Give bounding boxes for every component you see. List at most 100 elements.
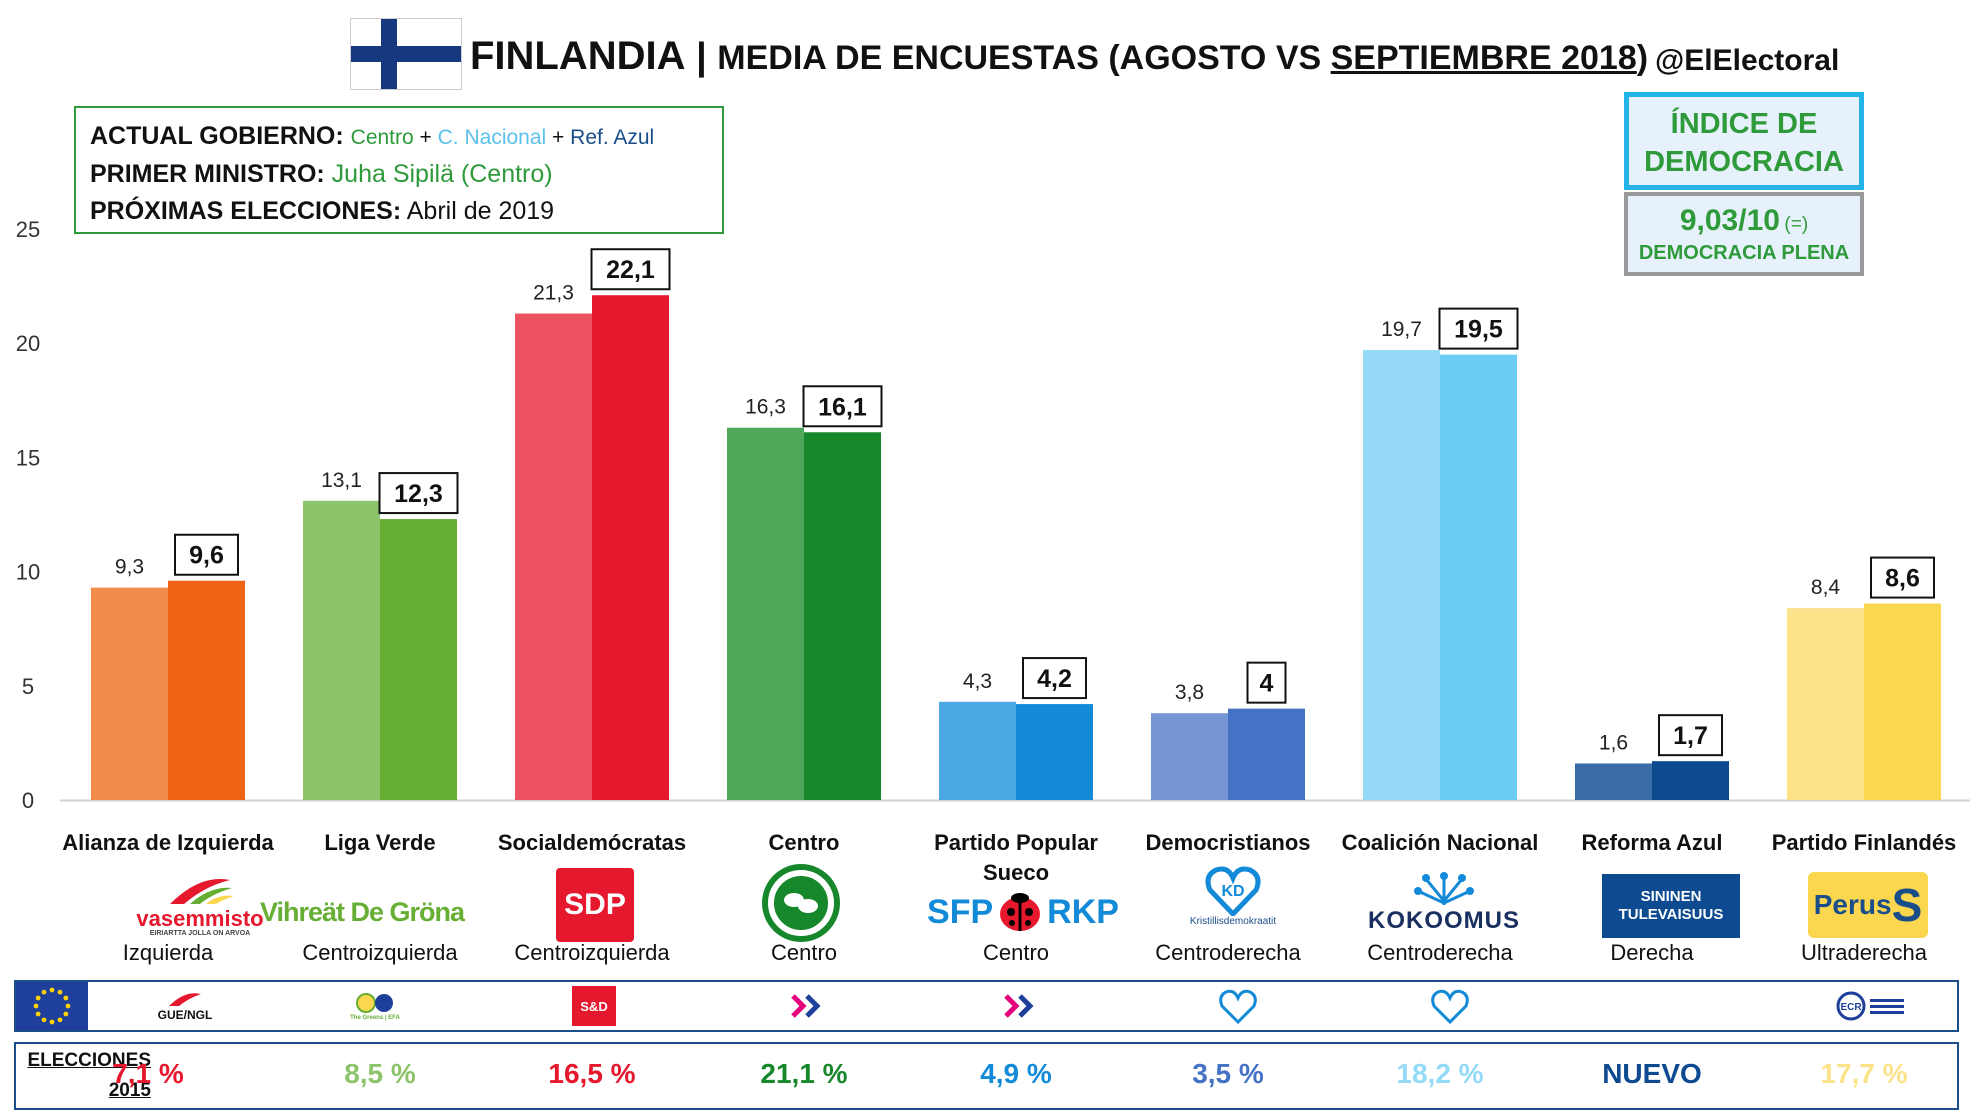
party-ideology: Centroizquierda xyxy=(302,940,458,965)
svg-text:KD: KD xyxy=(1221,883,1244,900)
bar-agosto xyxy=(727,427,804,800)
party-name: Partido Popular Sueco xyxy=(934,830,1098,885)
bar-septiembre xyxy=(380,519,457,800)
data-label-box xyxy=(378,472,459,515)
author-handle: @ElElectoral xyxy=(1655,44,1840,77)
party-ideology: Centro xyxy=(770,940,838,965)
bar-chart: 0 5 10 15 20 25 9,3 9,6 13,1 12,3 21,3 22,1 16,3 16,1… xyxy=(16,217,1970,813)
election-2015-result: 18,2 % xyxy=(1396,1058,1484,1089)
data-label-box xyxy=(1438,307,1519,350)
bar-agosto xyxy=(1363,350,1440,800)
data-label-septiembre: 4 xyxy=(1260,670,1274,698)
data-label-agosto: 8,4 xyxy=(1811,576,1841,599)
bar-agosto xyxy=(515,313,592,800)
gov-party-kokoomus: C. Nacional xyxy=(437,126,547,149)
pm-label: PRIMER MINISTRO: xyxy=(90,160,325,188)
bar-septiembre xyxy=(168,580,245,800)
election-2015-result: 16,5 % xyxy=(548,1058,636,1089)
data-label-box xyxy=(1870,556,1935,599)
party-name: Socialdemócratas xyxy=(497,830,687,855)
party-name: Alianza de Izquierda xyxy=(62,830,274,855)
bar-septiembre xyxy=(1440,354,1517,800)
election-2015-result: 3,5 % xyxy=(1192,1058,1264,1089)
data-label-agosto: 21,3 xyxy=(533,282,574,305)
sfp-rkp-logo: SFP RKP xyxy=(927,892,1119,931)
vasemmisto-logo: vasemmisto EIRIARTTA JOLLA ON ARVOA xyxy=(100,868,300,942)
finland-flag-icon xyxy=(350,18,462,90)
y-tick-label: 5 xyxy=(22,674,34,699)
bar-septiembre xyxy=(1016,704,1093,800)
gov-party-azul: Ref. Azul xyxy=(570,126,655,149)
bar-septiembre xyxy=(1652,761,1729,800)
party-ideology: Centroderecha xyxy=(1367,940,1513,965)
election-2015-result: 21,1 % xyxy=(760,1058,848,1089)
svg-text:ECR: ECR xyxy=(1840,1002,1862,1013)
party-name: Coalición Nacional xyxy=(1341,830,1539,855)
bar-agosto xyxy=(1787,608,1864,800)
data-label-box xyxy=(174,533,239,576)
keskusta-logo xyxy=(760,862,842,944)
y-tick-label: 0 xyxy=(22,788,34,813)
eu-groups-row xyxy=(14,980,1959,1032)
data-label-septiembre: 8,6 xyxy=(1885,565,1920,593)
bar-agosto xyxy=(1575,763,1652,800)
y-tick-label: 20 xyxy=(16,331,40,356)
bar-agosto xyxy=(1151,713,1228,800)
gov-label: ACTUAL GOBIERNO: xyxy=(90,122,344,150)
data-label-agosto: 3,8 xyxy=(1175,681,1204,704)
page-title: FINLANDIA | MEDIA DE ENCUESTAS (AGOSTO V… xyxy=(470,34,1649,78)
s-and-d-logo: S&D xyxy=(572,986,616,1026)
alde-chevron-icon xyxy=(1000,986,1040,1026)
democracy-change: (=) xyxy=(1784,214,1809,235)
perussuomalaiset-logo: Perus S xyxy=(1808,872,1928,938)
election-2015-result: 7,1 % xyxy=(112,1058,184,1089)
government-info-box: ACTUAL GOBIERNO: Centro + C. Nacional + … xyxy=(74,106,724,234)
eu-flag-icon xyxy=(16,982,88,1030)
gue-ngl-logo: GUE/NGL xyxy=(140,986,230,1026)
bar-septiembre xyxy=(804,432,881,800)
data-label-agosto: 1,6 xyxy=(1599,731,1628,754)
elections-2015-label: ELECCIONES 2015 xyxy=(27,1050,151,1101)
sdp-logo: SDP xyxy=(556,868,634,942)
data-label-agosto: 9,3 xyxy=(115,556,144,579)
data-label-septiembre: 16,1 xyxy=(818,393,867,421)
democracy-category: DEMOCRACIA PLENA xyxy=(1638,242,1850,264)
data-label-septiembre: 1,7 xyxy=(1673,722,1708,750)
vihreat-logo: Vihreät De Gröna xyxy=(259,896,465,927)
bar-septiembre xyxy=(1864,603,1941,800)
party-name: Partido Finlandés xyxy=(1771,830,1957,855)
democracy-score: 9,03/10 xyxy=(1679,204,1780,237)
data-label-septiembre: 12,3 xyxy=(394,480,443,508)
election-2015-result: 4,9 % xyxy=(980,1058,1052,1089)
data-label-box xyxy=(1658,714,1723,757)
party-name: Centro xyxy=(768,830,840,855)
ecr-logo: ECR xyxy=(1830,986,1910,1026)
next-elections-value: Abril de 2019 xyxy=(406,197,555,225)
election-2015-result: 8,5 % xyxy=(344,1058,416,1089)
data-label-box xyxy=(590,248,671,291)
data-label-agosto: 4,3 xyxy=(963,670,992,693)
democracy-score-box: 9,03/10 (=) DEMOCRACIA PLENA xyxy=(1624,192,1864,276)
party-name: Democristianos xyxy=(1145,830,1311,855)
data-label-septiembre: 19,5 xyxy=(1454,316,1503,344)
sininen-logo: SININEN TULEVAISUUS xyxy=(1602,874,1740,938)
party-ideology: Centro xyxy=(982,940,1050,965)
data-label-box xyxy=(1246,661,1287,704)
data-label-agosto: 19,7 xyxy=(1381,318,1422,341)
data-label-agosto: 13,1 xyxy=(321,469,362,492)
data-label-septiembre: 9,6 xyxy=(189,542,224,570)
party-ideology: Derecha xyxy=(1610,940,1694,965)
democracy-index-title: ÍNDICE DE DEMOCRACIA xyxy=(1624,92,1864,190)
elections-2015-row xyxy=(14,1042,1959,1110)
epp-heart-icon xyxy=(1216,986,1260,1026)
greens-efa-logo: The Greens | EFA xyxy=(345,986,405,1026)
party-name: Reforma Azul xyxy=(1581,830,1723,855)
y-tick-label: 10 xyxy=(16,560,40,585)
data-label-box xyxy=(802,385,883,428)
bar-agosto xyxy=(939,701,1016,800)
alde-chevron-icon xyxy=(787,986,827,1026)
bar-septiembre xyxy=(1228,708,1305,800)
bar-septiembre xyxy=(592,295,669,800)
party-ideology: Izquierda xyxy=(122,940,214,965)
y-tick-label: 15 xyxy=(16,445,40,470)
